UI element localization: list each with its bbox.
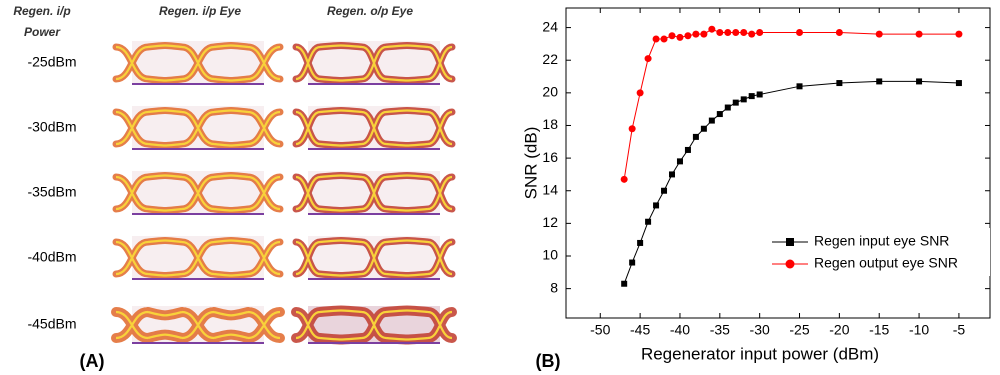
point: [653, 202, 659, 208]
point: [716, 29, 723, 36]
point: [669, 32, 676, 39]
eye-diagram: [116, 171, 280, 215]
panel-label: (A): [80, 351, 105, 371]
point: [676, 34, 683, 41]
point: [916, 31, 923, 38]
point: [836, 29, 843, 36]
point: [956, 80, 962, 86]
point: [757, 91, 763, 97]
eye-diagram: [296, 106, 452, 150]
point: [725, 105, 731, 111]
point: [685, 147, 691, 153]
power-label: -35dBm: [27, 184, 76, 200]
point: [701, 126, 707, 132]
y-tick-label: 10: [542, 247, 558, 263]
y-tick-label: 24: [542, 18, 558, 34]
point: [876, 78, 882, 84]
point: [669, 171, 675, 177]
point: [741, 96, 747, 102]
legend-marker: [786, 260, 795, 269]
point: [700, 31, 707, 38]
x-tick-label: -30: [750, 322, 770, 338]
point: [653, 36, 660, 43]
eye-diagram: [296, 171, 452, 215]
point: [876, 31, 883, 38]
point: [629, 125, 636, 132]
x-tick-label: -50: [590, 322, 610, 338]
series-line: [624, 29, 959, 179]
eye-diagram: [296, 236, 452, 280]
point: [756, 29, 763, 36]
point: [955, 31, 962, 38]
eye-diagram: [116, 41, 280, 85]
point: [621, 176, 628, 183]
power-header: Power: [24, 25, 61, 39]
x-tick-label: -5: [953, 322, 966, 338]
point: [629, 260, 635, 266]
legend-marker: [786, 238, 794, 246]
point: [796, 29, 803, 36]
x-tick-label: -15: [869, 322, 889, 338]
x-tick-label: -35: [710, 322, 730, 338]
x-tick-label: -25: [789, 322, 809, 338]
figure: Regen. i/p Power Regen. i/p Eye Regen. o…: [0, 0, 1000, 375]
point: [637, 240, 643, 246]
power-label: -30dBm: [27, 119, 76, 135]
x-tick-label: -20: [829, 322, 849, 338]
eye-diagram: [296, 306, 452, 344]
point: [749, 93, 755, 99]
y-tick-label: 8: [550, 279, 558, 295]
x-axis-title: Regenerator input power (dBm): [641, 344, 879, 363]
power-label: -40dBm: [27, 249, 76, 265]
legend-label: Regen input eye SNR: [814, 233, 949, 249]
point: [733, 100, 739, 106]
y-tick-label: 12: [542, 214, 558, 230]
legend-label: Regen output eye SNR: [814, 255, 958, 271]
point: [621, 281, 627, 287]
y-tick-label: 22: [542, 51, 558, 67]
point: [692, 31, 699, 38]
point: [740, 29, 747, 36]
point: [717, 111, 723, 117]
point: [645, 219, 651, 225]
power-header: Regen. i/p: [13, 4, 70, 18]
y-tick-label: 18: [542, 116, 558, 132]
point: [724, 29, 731, 36]
eye-diagram: [116, 236, 280, 280]
point: [693, 134, 699, 140]
y-tick-label: 16: [542, 149, 558, 165]
page: Regen. i/p Power Regen. i/p Eye Regen. o…: [0, 0, 1000, 375]
point: [748, 31, 755, 38]
point: [709, 118, 715, 124]
point: [732, 29, 739, 36]
y-tick-label: 20: [542, 84, 558, 100]
power-label: -25dBm: [27, 54, 76, 70]
x-tick-label: -40: [670, 322, 690, 338]
x-tick-label: -10: [909, 322, 929, 338]
point: [661, 36, 668, 43]
panel-label: (B): [536, 351, 561, 371]
point: [645, 55, 652, 62]
point: [637, 89, 644, 96]
power-label: -45dBm: [27, 316, 76, 332]
point: [797, 83, 803, 89]
input-eye-header: Regen. i/p Eye: [159, 4, 241, 18]
point: [677, 158, 683, 164]
point: [661, 188, 667, 194]
eye-diagram: [296, 41, 452, 85]
y-axis-title: SNR (dB): [521, 127, 540, 200]
point: [836, 80, 842, 86]
eye-diagram: [116, 306, 280, 344]
y-tick-label: 14: [542, 181, 558, 197]
eye-diagram: [116, 106, 280, 150]
point: [708, 26, 715, 33]
point: [684, 32, 691, 39]
point: [916, 78, 922, 84]
output-eye-header: Regen. o/p Eye: [327, 4, 413, 18]
x-tick-label: -45: [630, 322, 650, 338]
